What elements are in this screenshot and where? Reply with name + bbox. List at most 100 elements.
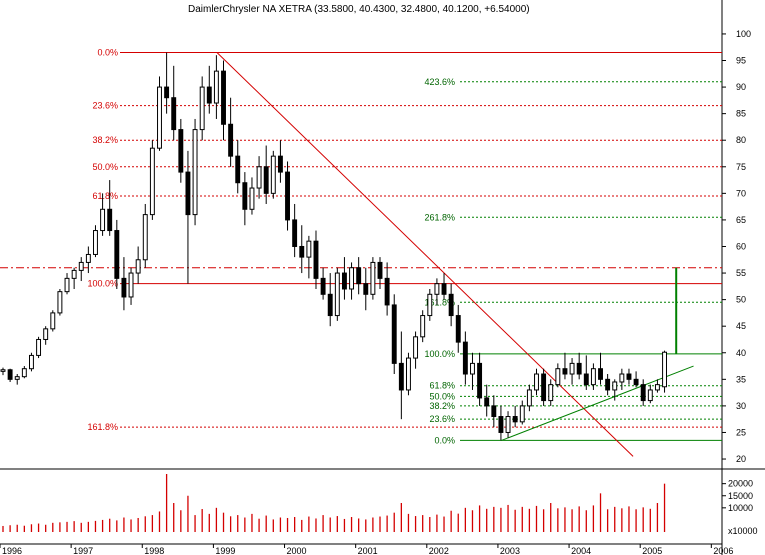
candle-body — [178, 129, 184, 173]
candle-body — [512, 416, 518, 423]
candle-body — [334, 272, 340, 317]
uptrend-line — [501, 365, 694, 441]
fib-upper-label: 100.0% — [87, 279, 118, 289]
time-tick-label: 1996 — [2, 546, 22, 555]
time-tick-label: 2005 — [642, 546, 662, 555]
fib-lower-label: 0.0% — [434, 435, 455, 445]
fib-upper-label: 161.8% — [87, 422, 118, 432]
time-tick-label: 2001 — [358, 546, 378, 555]
candle-body — [598, 368, 603, 380]
candle-body — [277, 155, 283, 173]
candle-body — [647, 389, 653, 402]
price-tick-label: 95 — [736, 56, 746, 66]
price-tick-label: 60 — [736, 241, 746, 251]
price-tick-label: 40 — [736, 348, 746, 358]
candle-body — [313, 240, 319, 279]
candle-body — [377, 261, 383, 279]
price-tick-label: 90 — [736, 82, 746, 92]
price-tick-label: 75 — [736, 162, 746, 172]
fib-upper-label: 38.2% — [92, 135, 118, 145]
price-tick-label: 30 — [736, 401, 746, 411]
candle-body — [157, 86, 162, 149]
candle-body — [142, 214, 148, 261]
candle-body — [434, 283, 440, 295]
price-tick-label: 45 — [736, 321, 746, 331]
candle-body — [206, 86, 212, 104]
candle-body — [135, 259, 141, 274]
time-tick-label: 2000 — [287, 546, 307, 555]
candle-body — [505, 416, 511, 433]
fib-upper-label: 23.6% — [92, 101, 118, 111]
candle-body — [256, 166, 262, 189]
price-tick-label: 80 — [736, 135, 746, 145]
candle-body — [100, 208, 106, 232]
candle-body — [633, 378, 639, 386]
chart-title: DaimlerChrysler NA XETRA (33.5800, 40.43… — [188, 4, 530, 15]
candle-body — [185, 171, 191, 216]
candle-body — [327, 293, 333, 317]
candle-body — [228, 123, 234, 157]
candle-body — [43, 328, 49, 340]
candle-body — [626, 373, 632, 380]
candle-body — [498, 416, 504, 433]
candle-body — [292, 219, 298, 247]
candle-body — [555, 368, 561, 386]
fib-lower-label: 38.2% — [429, 401, 455, 411]
candle-body — [270, 155, 276, 194]
fib-lower-label: 100.0% — [424, 349, 455, 359]
candle-body — [235, 155, 241, 184]
candle-body — [85, 253, 91, 263]
fib-lower-label: 61.8% — [429, 381, 455, 391]
price-tick-label: 20 — [736, 454, 746, 464]
candle-body — [114, 230, 120, 279]
candle-body — [320, 277, 326, 295]
candle-body — [398, 362, 404, 391]
candle-body — [413, 336, 419, 359]
candle-body — [149, 147, 155, 216]
candle-body — [534, 373, 539, 391]
candle-body — [78, 261, 84, 271]
candle-body — [64, 277, 70, 293]
candle-body — [548, 384, 554, 402]
candle-body — [612, 381, 618, 391]
candle-body — [569, 362, 575, 375]
time-tick-label: 2002 — [429, 546, 449, 555]
candle-body — [519, 405, 525, 423]
price-tick-label: 35 — [736, 374, 746, 384]
candle-body — [363, 283, 369, 295]
candle-body — [7, 369, 13, 380]
candle-body — [590, 368, 596, 386]
candle-body — [526, 389, 532, 407]
candle-body — [263, 166, 269, 194]
candle-body — [71, 269, 77, 279]
candle-body — [57, 291, 63, 314]
candle-body — [640, 384, 646, 402]
candle-body — [470, 362, 475, 375]
candle-body — [541, 373, 547, 402]
candle-body — [370, 261, 376, 295]
candle-body — [285, 171, 290, 221]
candle-body — [356, 267, 362, 285]
candle-body — [28, 354, 34, 370]
candle-body — [213, 70, 219, 104]
candle-body — [171, 97, 177, 131]
time-tick-label: 2006 — [713, 546, 733, 555]
candle-body — [448, 293, 454, 317]
candle-body — [192, 129, 198, 216]
price-tick-label: 65 — [736, 215, 746, 225]
candle-body — [583, 373, 589, 386]
candle-body — [36, 338, 42, 356]
volume-multiplier-label: x10000 — [728, 526, 758, 536]
candle-body — [121, 277, 127, 298]
fib-upper-label: 0.0% — [97, 48, 118, 58]
candle-body — [299, 245, 305, 258]
price-tick-label: 55 — [736, 268, 746, 278]
candle-body — [562, 368, 568, 375]
price-tick-label: 70 — [736, 188, 746, 198]
time-tick-label: 1998 — [144, 546, 164, 555]
candle-body — [619, 373, 625, 383]
candle-body — [249, 187, 255, 210]
candle-body — [441, 283, 447, 295]
candle-body — [455, 315, 461, 343]
